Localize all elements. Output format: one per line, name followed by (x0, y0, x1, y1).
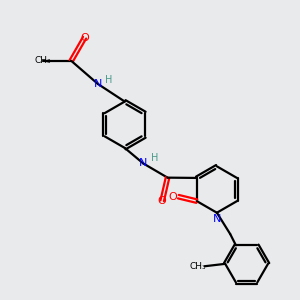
Text: O: O (169, 192, 177, 202)
Text: N: N (213, 214, 221, 224)
Text: H: H (151, 153, 158, 163)
Text: N: N (94, 79, 102, 89)
Text: CH₃: CH₃ (35, 56, 51, 65)
Text: O: O (80, 33, 89, 43)
Text: CH₃: CH₃ (189, 262, 206, 271)
Text: H: H (105, 75, 112, 85)
Text: O: O (158, 196, 167, 206)
Text: N: N (139, 158, 147, 168)
